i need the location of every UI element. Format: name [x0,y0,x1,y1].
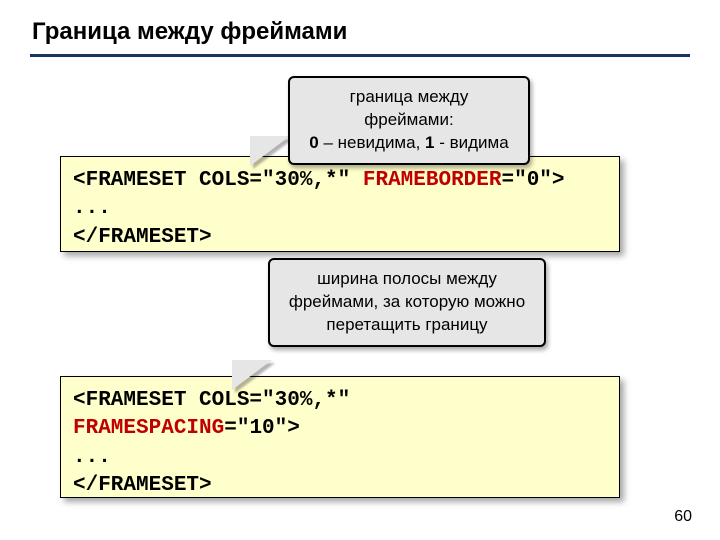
slide: Граница между фреймами граница между фре… [0,0,720,540]
code-text: ="10"> [224,417,300,440]
code-block-frameborder: <FRAMESET COLS="30%,*" FRAMEBORDER="0"> … [60,156,620,252]
callout-text: фреймами, за которую можно [286,291,528,314]
code-keyword: FRAMESPACING [73,417,224,440]
callout-tail [232,360,272,390]
callout-span: - видима [435,133,509,152]
callout-text: 0 – невидима, 1 - видима [306,132,512,155]
callout-text: перетащить границу [286,314,528,337]
page-number: 60 [674,508,692,526]
callout-span: – невидима, [319,133,425,152]
callout-tail [250,136,290,166]
callout-bold: 0 [309,133,318,152]
code-text: <FRAMESET COLS="30%,*" [73,389,350,412]
title-divider [30,54,690,57]
code-text: <FRAMESET COLS="30%,*" [73,169,363,192]
callout-framespacing: ширина полосы между фреймами, за которую… [268,258,546,347]
code-text: </FRAMESET> [73,226,212,249]
callout-bold: 1 [425,133,434,152]
code-text: ="0"> [501,169,564,192]
callout-text: ширина полосы между [286,268,528,291]
code-text: ... [73,197,111,220]
code-block-framespacing: <FRAMESET COLS="30%,*" FRAMESPACING="10"… [60,376,620,498]
code-text: </FRAMESET> [73,474,212,497]
code-text: ... [73,446,111,469]
callout-text: граница между фреймами: [306,86,512,132]
code-keyword: FRAMEBORDER [363,169,502,192]
callout-frameborder: граница между фреймами: 0 – невидима, 1 … [288,76,530,165]
slide-title: Граница между фреймами [32,18,347,46]
